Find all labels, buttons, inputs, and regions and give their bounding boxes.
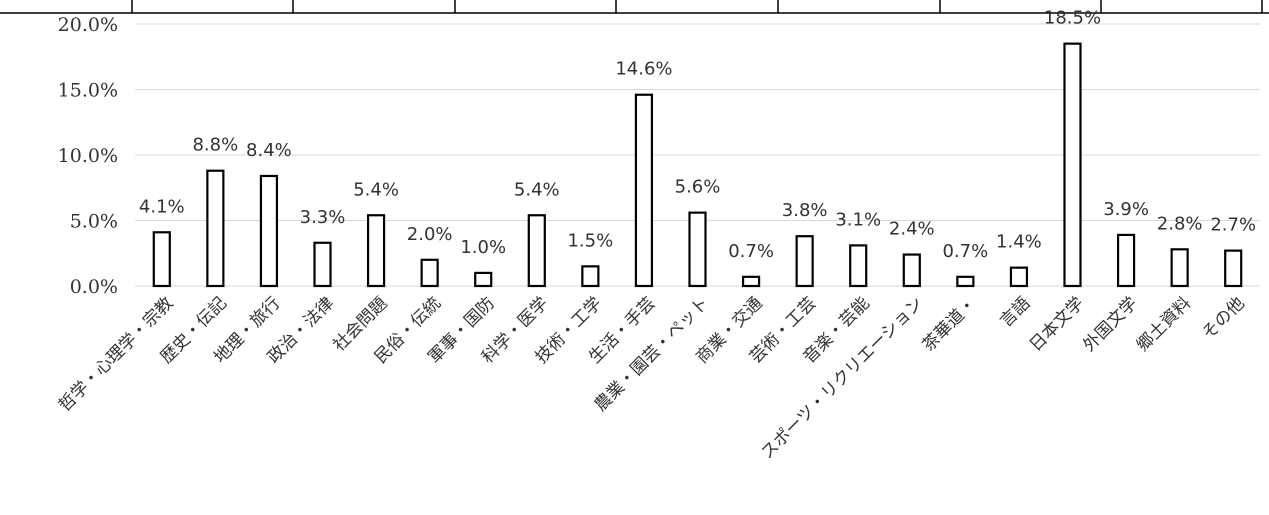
x-tick-label: 外国文学 bbox=[1079, 293, 1141, 355]
data-label: 1.0% bbox=[460, 237, 506, 258]
data-label: 2.7% bbox=[1210, 215, 1256, 236]
y-axis-tick-labels: 0.0% 5.0% 10.0% 15.0% 20.0% bbox=[58, 14, 118, 298]
bar bbox=[366, 214, 386, 288]
data-label: 2.8% bbox=[1157, 213, 1203, 234]
bar bbox=[688, 211, 707, 288]
bar bbox=[1170, 248, 1189, 288]
data-label: 3.3% bbox=[300, 207, 346, 228]
data-label: 5.4% bbox=[514, 179, 560, 200]
x-tick-label: 茶華道・ bbox=[919, 293, 981, 355]
y-tick-label: 0.0% bbox=[70, 276, 118, 298]
data-label: 0.7% bbox=[728, 241, 774, 262]
data-label: 4.1% bbox=[139, 196, 185, 217]
data-label: 8.8% bbox=[192, 135, 238, 156]
bar bbox=[1116, 233, 1136, 288]
data-label: 5.6% bbox=[675, 177, 721, 198]
bar bbox=[259, 174, 279, 288]
bar bbox=[527, 214, 546, 288]
bar bbox=[206, 169, 225, 288]
table-border-top bbox=[0, 0, 1269, 14]
bar bbox=[420, 258, 439, 288]
bar bbox=[152, 231, 171, 288]
data-label: 5.4% bbox=[353, 179, 399, 200]
data-label: 3.8% bbox=[782, 200, 828, 221]
bar bbox=[956, 275, 975, 288]
data-labels: 4.1% 8.8% 8.4% 3.3% 5.4% 2.0% 1.0% 5.4% 1.5% 14.6… bbox=[139, 8, 1256, 262]
bar bbox=[581, 265, 600, 288]
data-label: 1.5% bbox=[567, 230, 613, 251]
data-label: 3.9% bbox=[1103, 199, 1149, 220]
bar bbox=[849, 244, 868, 288]
data-label: 0.7% bbox=[942, 241, 988, 262]
data-label: 2.0% bbox=[407, 224, 453, 245]
x-tick-label: 日本文学 bbox=[1026, 293, 1088, 355]
x-axis-tick-labels: 哲学・心理学・宗教歴史・伝記地理・旅行政治・法律社会問題民俗・伝統軍事・国防科学… bbox=[55, 293, 1249, 463]
y-tick-label: 5.0% bbox=[70, 211, 118, 233]
bar bbox=[1009, 266, 1029, 288]
bar bbox=[1224, 249, 1243, 288]
bar bbox=[795, 235, 814, 288]
bar bbox=[634, 93, 654, 288]
x-tick-label: 郷土資料 bbox=[1133, 293, 1195, 355]
x-tick-label: 言語 bbox=[996, 293, 1034, 331]
bar bbox=[902, 253, 921, 288]
bar bbox=[313, 241, 332, 288]
bar bbox=[474, 271, 493, 288]
data-label: 8.4% bbox=[246, 140, 292, 161]
x-tick-label: その他 bbox=[1199, 293, 1249, 343]
data-label: 2.4% bbox=[889, 219, 935, 240]
bar bbox=[1063, 42, 1082, 288]
data-label: 14.6% bbox=[615, 59, 672, 80]
data-label: 1.4% bbox=[996, 232, 1042, 253]
y-tick-label: 15.0% bbox=[58, 80, 118, 102]
data-label: 3.1% bbox=[835, 209, 881, 230]
bars bbox=[152, 42, 1243, 288]
data-label: 18.5% bbox=[1044, 8, 1101, 29]
y-tick-label: 10.0% bbox=[58, 145, 118, 167]
bar bbox=[741, 275, 761, 288]
y-tick-label: 20.0% bbox=[58, 14, 118, 36]
